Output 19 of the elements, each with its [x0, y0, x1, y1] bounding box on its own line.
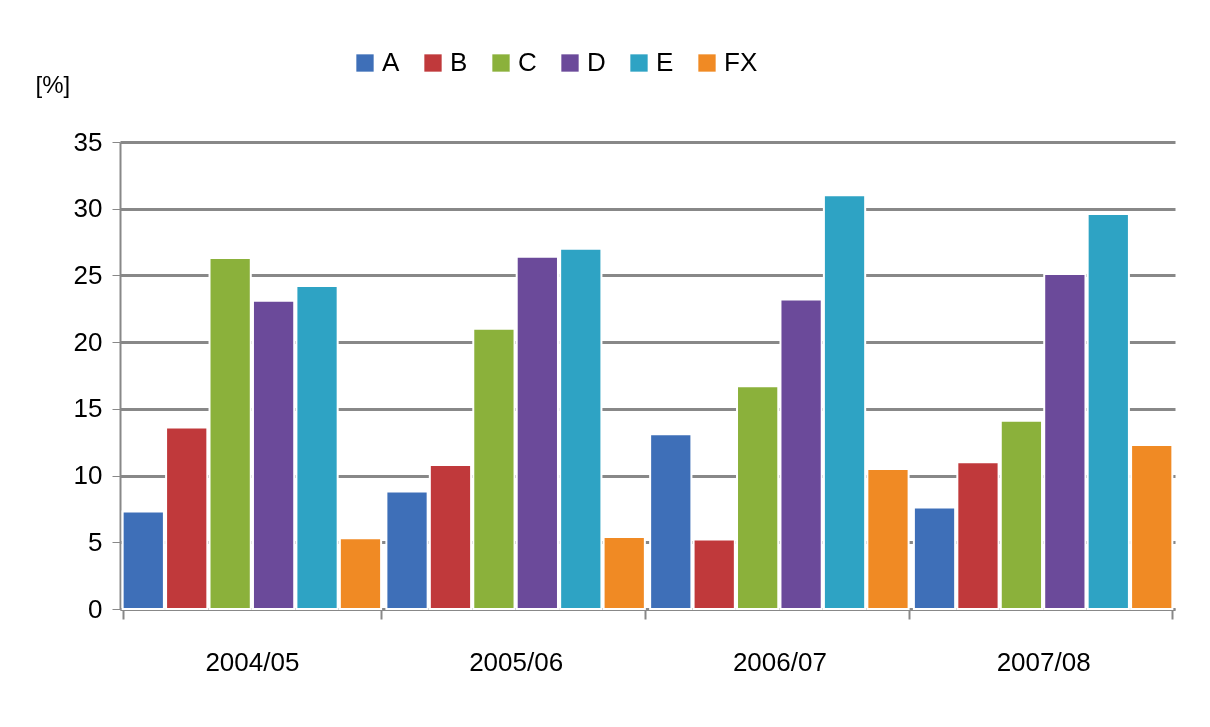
y-axis-title: [%] [35, 70, 71, 98]
legend-label: E [656, 47, 674, 77]
x-tick-label: 2006/07 [732, 646, 827, 677]
legend-label: A [382, 47, 400, 77]
y-tick-label: 10 [73, 460, 103, 491]
legend-label: D [587, 47, 606, 77]
y-tick-label: 25 [73, 259, 103, 290]
x-tick-label: 2007/08 [996, 646, 1091, 677]
x-tick-label: 2004/05 [205, 646, 300, 677]
y-tick-label: 5 [88, 526, 103, 557]
x-tick-label: 2005/06 [469, 646, 564, 677]
y-tick-label: 30 [73, 193, 103, 224]
y-tick-label: 20 [73, 326, 103, 357]
legend-label: B [450, 47, 468, 77]
legend-label: C [518, 47, 537, 77]
y-tick-label: 0 [88, 593, 103, 624]
y-tick-label: 35 [73, 126, 103, 157]
y-tick-label: 15 [73, 393, 103, 424]
legend-label: FX [724, 47, 758, 77]
